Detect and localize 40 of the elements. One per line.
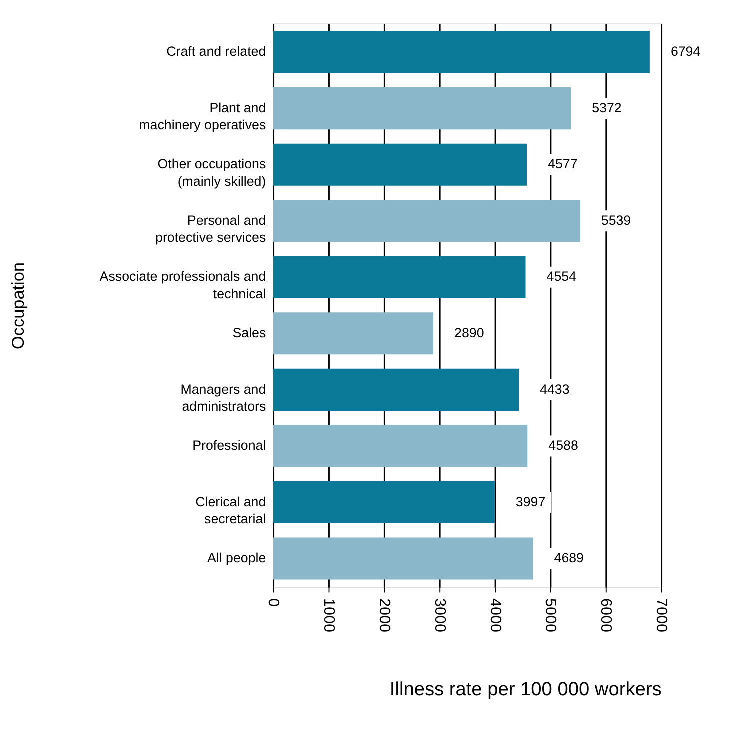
bar xyxy=(273,368,520,411)
data-label: 6794 xyxy=(670,44,702,60)
data-label: 4577 xyxy=(548,156,578,172)
y-tick-label: Craft and related xyxy=(166,44,266,60)
x-tick-label: 5000 xyxy=(542,598,560,632)
bar xyxy=(273,481,495,524)
x-tick-label: 4000 xyxy=(486,598,504,632)
data-label: 4433 xyxy=(540,382,570,397)
data-label: 3997 xyxy=(516,494,546,510)
x-tick-label: 0 xyxy=(265,598,282,607)
bar xyxy=(273,200,580,242)
y-tick-label: Clerical and secretarial xyxy=(196,494,266,527)
data-label: 4588 xyxy=(548,438,578,454)
data-label: 2890 xyxy=(454,325,484,340)
bar xyxy=(273,88,572,130)
y-tick-label: Other occupations (mainly skilled) xyxy=(158,156,266,189)
y-tick-label: Associate professionals and technical xyxy=(100,269,266,302)
bar xyxy=(273,538,534,580)
y-tick-label: Personal and protective services xyxy=(156,212,266,246)
y-tick-label: Plant and machinery operatives xyxy=(139,100,266,133)
x-tick-label: 3000 xyxy=(431,598,448,632)
x-tick-label: 6000 xyxy=(598,598,615,632)
y-tick-label: Professional xyxy=(192,438,266,454)
y-tick-label: Managers and administrators xyxy=(180,382,266,414)
bar xyxy=(273,256,526,298)
x-tick-label: 7000 xyxy=(653,598,670,632)
x-tick-label: 1000 xyxy=(320,598,338,632)
y-tick-label: Sales xyxy=(232,325,266,340)
data-label: 5372 xyxy=(592,100,622,116)
data-label: 4554 xyxy=(546,269,578,284)
data-label: 5539 xyxy=(601,212,632,228)
y-tick-label: All people xyxy=(207,550,266,566)
data-label: 4689 xyxy=(554,550,584,566)
x-axis-title: Illness rate per 100 000 workers xyxy=(390,680,662,701)
bar xyxy=(273,425,528,468)
bar xyxy=(273,312,434,355)
bar xyxy=(273,31,650,74)
y-axis-title: Occupation xyxy=(8,262,28,350)
x-tick-label: 2000 xyxy=(376,598,393,632)
bar xyxy=(273,144,528,186)
